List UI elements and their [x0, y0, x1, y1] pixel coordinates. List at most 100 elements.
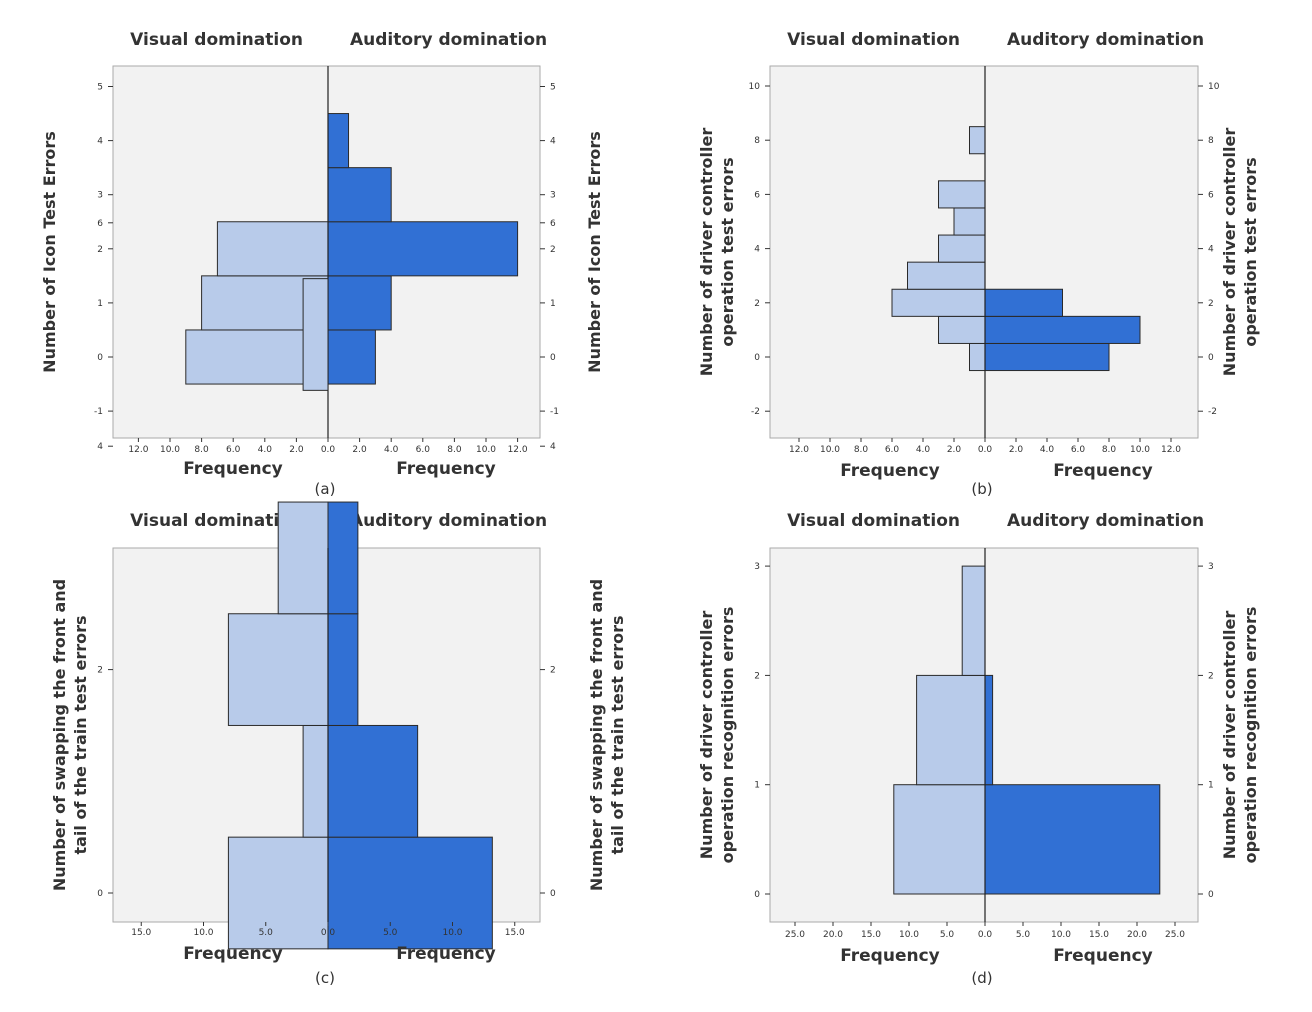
bar-visual [227, 613, 329, 726]
y-tick-label: 1 [754, 781, 760, 791]
bar-auditory [327, 329, 376, 385]
y-tick-label: 1 [97, 299, 103, 309]
x-tick-label: 0.0 [321, 445, 336, 455]
bar-auditory [984, 288, 1063, 317]
y-axis-label-right: Number of driver controller operation rec… [1220, 607, 1260, 864]
y-tick-label: 8 [1208, 136, 1214, 146]
bar-visual [938, 234, 986, 263]
x-axis-label-left: Frequency [183, 459, 283, 479]
x-tick-label: 5.0 [940, 930, 955, 940]
bar-visual [969, 342, 986, 372]
y-tick-label: 2 [97, 666, 103, 676]
y-axis-label-line: tail of the train test errors [71, 615, 90, 854]
x-tick-label: 2.0 [1009, 445, 1024, 455]
x-tick-label: 20.0 [1127, 930, 1147, 940]
x-tick-label: 5.0 [259, 928, 274, 938]
x-tick-label: 6.0 [226, 445, 241, 455]
y-tick-label: 0 [550, 889, 556, 899]
bar-visual [302, 278, 329, 391]
x-axis-label-right: Frequency [1053, 946, 1153, 966]
auditory-domination-title: Auditory domination [350, 511, 547, 531]
panel-label: (c) [315, 969, 335, 987]
y-tick-label: -1 [94, 407, 103, 417]
y-axis-label-right: Number of Icon Test Errors [585, 131, 604, 373]
x-tick-label: 8.0 [447, 445, 462, 455]
x-axis-label-left: Frequency [183, 944, 283, 964]
x-tick-label: 8.0 [854, 445, 869, 455]
y-axis-label-left: Number of swapping the front and tail of … [50, 579, 90, 891]
y-tick-label: 4 [97, 137, 103, 147]
y-axis-label-line: Number of swapping the front and [50, 579, 69, 891]
x-tick-label: 2.0 [352, 445, 367, 455]
x-tick-label: 10.0 [442, 928, 462, 938]
x-tick-label: 15.0 [505, 928, 525, 938]
bar-auditory [984, 784, 1161, 895]
panel-c: Visual domination Auditory domination 0 0 2 2… [50, 219, 627, 987]
y-axis-label-line: Number of driver controller [697, 611, 716, 860]
y-tick-label: 0 [754, 890, 760, 900]
y-tick-label: 2 [550, 666, 556, 676]
x-tick-label: 8.0 [194, 445, 209, 455]
y-tick-label: 5 [550, 83, 556, 93]
y-tick-label: 10 [1208, 82, 1220, 92]
y-axis-label-line: Number of driver controller [1220, 611, 1239, 860]
bar-visual [302, 724, 329, 838]
x-tick-label: 10.0 [899, 930, 919, 940]
bar-visual [953, 207, 986, 236]
y-tick-label: 6 [754, 190, 760, 200]
x-axis-label-left: Frequency [840, 946, 940, 966]
y-tick-label: 6 [1208, 190, 1214, 200]
panel-d: Visual domination Auditory domination 0 0 1 1… [697, 511, 1260, 987]
bar-visual [277, 501, 329, 615]
visual-domination-title: Visual domination [130, 30, 303, 50]
bar-visual [961, 565, 986, 676]
x-tick-label: 15.0 [861, 930, 881, 940]
y-axis-label-line: operation recognition errors [1241, 607, 1260, 864]
bar-visual [891, 288, 986, 317]
y-tick-label: 2 [754, 671, 760, 681]
auditory-domination-title: Auditory domination [1007, 511, 1204, 531]
x-tick-label: 4.0 [258, 445, 273, 455]
bar-auditory [327, 613, 359, 726]
y-axis-label-right: Number of swapping the front and tail of … [587, 579, 627, 891]
x-tick-label: 12.0 [1161, 445, 1181, 455]
x-axis-label-right: Frequency [1053, 461, 1153, 481]
bar-visual [907, 261, 986, 290]
y-tick-label: 1 [1208, 781, 1214, 791]
x-tick-label: 6.0 [416, 445, 431, 455]
bar-visual [938, 315, 986, 344]
y-tick-label: 0 [550, 353, 556, 363]
y-axis-label-line: Number of driver controller [1220, 128, 1239, 377]
panel-label: (b) [971, 480, 992, 498]
x-tick-label: 8.0 [1102, 445, 1117, 455]
bar-auditory [327, 724, 419, 838]
y-tick-label: 8 [754, 136, 760, 146]
x-tick-label: 2.0 [289, 445, 304, 455]
x-tick-label: 0.0 [978, 445, 993, 455]
y-axis-label-right: Number of driver controller operation tes… [1220, 128, 1260, 377]
visual-domination-title: Visual domination [787, 511, 960, 531]
panel-a: Visual domination Auditory domination -1 -1… [40, 30, 604, 498]
x-tick-label: 0.0 [978, 930, 993, 940]
bar-auditory [984, 674, 994, 786]
y-axis-label-line: Number of driver controller [697, 128, 716, 377]
y-axis-label-line: Number of swapping the front and [587, 579, 606, 891]
bar-visual [893, 784, 986, 895]
bar-visual [916, 674, 986, 786]
bar-auditory [327, 221, 519, 277]
y-tick-label: 6 [550, 219, 556, 229]
panel-label: (d) [971, 969, 992, 987]
x-axis-label-left: Frequency [840, 461, 940, 481]
y-axis-label-line: operation recognition errors [718, 607, 737, 864]
panel-b: Visual domination Auditory domination -2 -2… [697, 30, 1260, 498]
y-tick-label: 3 [97, 191, 103, 201]
bar-visual [227, 836, 329, 950]
y-tick-label: 2 [97, 245, 103, 255]
x-tick-label: 4.0 [384, 445, 399, 455]
panel-label: (a) [315, 480, 336, 498]
x-tick-label: 12.0 [508, 445, 528, 455]
bar-auditory [984, 342, 1110, 372]
x-tick-label: 4.0 [916, 445, 931, 455]
y-tick-label: 2 [550, 245, 556, 255]
